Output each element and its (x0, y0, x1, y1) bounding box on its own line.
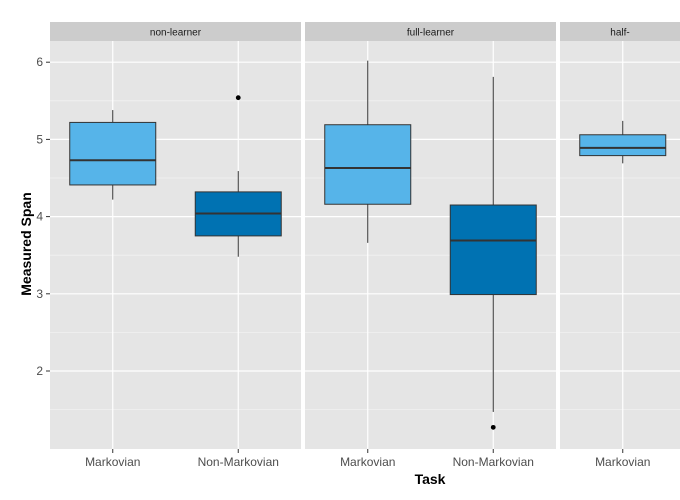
strip-label: non-learner (150, 28, 202, 39)
outlier-point (490, 424, 496, 430)
box-markovian (324, 60, 412, 243)
facet-panel-2: half- Markovian (560, 22, 680, 469)
y-axis-title: Measured Span (18, 192, 34, 295)
box-markovian (579, 120, 667, 164)
y-tick-label: 2 (36, 364, 43, 378)
strip-background (560, 22, 680, 41)
box-markovian (69, 110, 157, 200)
facet-panel-1: full-learner Markovian Non-Markovian (305, 22, 556, 469)
box-iqr (449, 204, 537, 296)
x-axis-title: Task (415, 471, 446, 487)
strip-background (305, 22, 556, 41)
box-iqr (579, 134, 667, 157)
strip-background (50, 22, 301, 41)
y-tick-label: 3 (36, 287, 43, 301)
x-tick-label: Markovian (85, 455, 140, 469)
box-non-markovian (449, 76, 537, 430)
box-non-markovian (194, 95, 282, 257)
box-iqr (69, 121, 157, 186)
x-tick-label: Non-Markovian (453, 455, 534, 469)
facet-panel-0: non-learner Markovian Non-Markovian (50, 22, 301, 469)
x-tick-label: Markovian (340, 455, 395, 469)
x-tick-label: Non-Markovian (198, 455, 279, 469)
strip-label: half- (610, 28, 629, 39)
y-tick-label: 6 (36, 55, 43, 69)
panel-background (560, 41, 680, 449)
x-tick-label: Markovian (595, 455, 650, 469)
y-tick-label: 4 (36, 210, 43, 224)
y-axis: 2 3 4 5 6 (36, 55, 50, 378)
strip-label: full-learner (407, 28, 455, 39)
panel-background (50, 41, 301, 449)
y-tick-label: 5 (36, 132, 43, 146)
box-iqr (324, 124, 412, 205)
outlier-point (235, 95, 241, 101)
